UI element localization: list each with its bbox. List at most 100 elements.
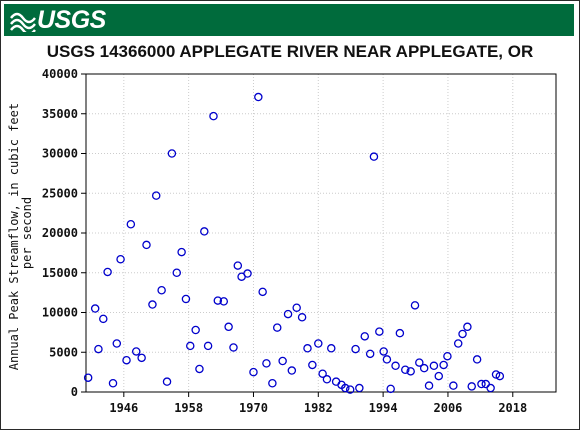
y-tick-label: 0: [71, 385, 78, 399]
data-point: [318, 369, 327, 378]
data-point: [401, 365, 410, 374]
data-point: [391, 361, 400, 371]
data-point: [495, 371, 505, 381]
y-tick-label: 15000: [42, 266, 78, 280]
grid-layer: [86, 74, 556, 392]
data-point: [172, 268, 182, 277]
data-point: [83, 373, 93, 382]
data-point: [278, 356, 287, 366]
data-point: [108, 379, 118, 388]
data-point: [453, 339, 463, 348]
data-point: [369, 152, 379, 161]
data-point: [477, 379, 486, 389]
y-tick-label: 30000: [42, 147, 78, 161]
data-point: [375, 327, 384, 336]
data-point: [243, 269, 252, 278]
data-point: [116, 254, 125, 264]
usgs-logo[interactable]: USGS: [10, 5, 106, 34]
data-point: [297, 313, 307, 322]
data-point: [386, 384, 395, 394]
y-tick-label: 10000: [42, 306, 78, 320]
data-point: [292, 303, 301, 312]
x-tick-label: 1970: [239, 401, 268, 415]
x-tick-label: 1982: [304, 401, 333, 415]
data-point: [486, 383, 495, 393]
data-point: [365, 349, 375, 359]
data-point: [322, 375, 332, 384]
data-point: [379, 347, 388, 356]
y-tick-label: 5000: [49, 345, 78, 359]
data-point: [249, 367, 258, 377]
data-point: [491, 370, 501, 379]
data-point: [303, 344, 312, 353]
x-tick-label: 2006: [434, 401, 463, 415]
data-point: [233, 261, 243, 270]
data-point: [167, 149, 177, 158]
data-point: [219, 297, 229, 306]
data-point: [458, 329, 467, 339]
data-point: [137, 353, 146, 363]
data-point: [382, 355, 392, 364]
data-point: [341, 383, 350, 393]
usgs-header-banner: USGS: [4, 4, 574, 36]
tick-layer: 0 5000 10000 15000 20000 25000 30000 35000 40000…: [42, 67, 527, 415]
data-point: [463, 322, 472, 332]
data-point: [142, 240, 151, 250]
data-point: [327, 344, 336, 353]
data-point: [351, 344, 360, 354]
y-tick-label: 40000: [42, 67, 78, 81]
data-point: [151, 191, 161, 200]
data-point: [410, 301, 420, 310]
data-point: [262, 359, 271, 368]
y-axis-label-line-1: Annual Peak Streamflow, in cubic feet: [7, 103, 21, 370]
data-point: [203, 341, 213, 351]
data-point: [467, 382, 476, 391]
data-point: [254, 92, 263, 102]
data-point: [213, 296, 223, 305]
data-point: [112, 339, 122, 348]
usgs-logo-text: USGS: [37, 5, 106, 34]
data-point-layer: [83, 92, 505, 394]
y-tick-label: 35000: [42, 107, 78, 121]
data-point: [224, 322, 233, 332]
y-axis-label: Annual Peak Streamflow, in cubic feet pe…: [7, 96, 34, 371]
data-point: [283, 309, 293, 319]
usgs-wave-icon: [10, 8, 36, 32]
data-point: [406, 367, 415, 376]
data-point: [443, 351, 452, 361]
data-point: [103, 267, 112, 277]
data-point: [177, 247, 186, 257]
y-tick-label: 25000: [42, 186, 78, 200]
data-point: [424, 381, 434, 390]
data-point: [162, 377, 172, 386]
data-point: [181, 294, 191, 304]
data-point: [434, 371, 444, 381]
x-tick-label: 1958: [174, 401, 203, 415]
y-tick-label: 20000: [42, 226, 78, 240]
data-point: [191, 325, 200, 335]
data-point: [345, 385, 355, 394]
data-point: [148, 300, 157, 309]
data-point: [360, 332, 370, 341]
data-point: [157, 285, 166, 295]
data-point: [122, 355, 131, 365]
x-tick-label: 1946: [109, 401, 138, 415]
data-point: [186, 341, 195, 351]
data-point: [415, 358, 424, 367]
y-axis-label-line-2: per second: [20, 197, 34, 269]
data-point: [126, 220, 136, 229]
data-point: [439, 360, 448, 370]
data-point: [94, 344, 103, 354]
data-point: [472, 355, 482, 364]
data-point: [90, 304, 100, 313]
x-tick-label: 1994: [369, 401, 398, 415]
data-point: [272, 323, 282, 332]
data-point: [287, 366, 297, 375]
data-point: [314, 339, 323, 348]
chart-title: USGS 14366000 APPLEGATE RIVER NEAR APPLE…: [46, 42, 534, 61]
data-point: [395, 328, 405, 338]
x-tick-label: 2018: [498, 401, 527, 415]
data-point: [308, 360, 317, 370]
data-point: [449, 381, 458, 390]
